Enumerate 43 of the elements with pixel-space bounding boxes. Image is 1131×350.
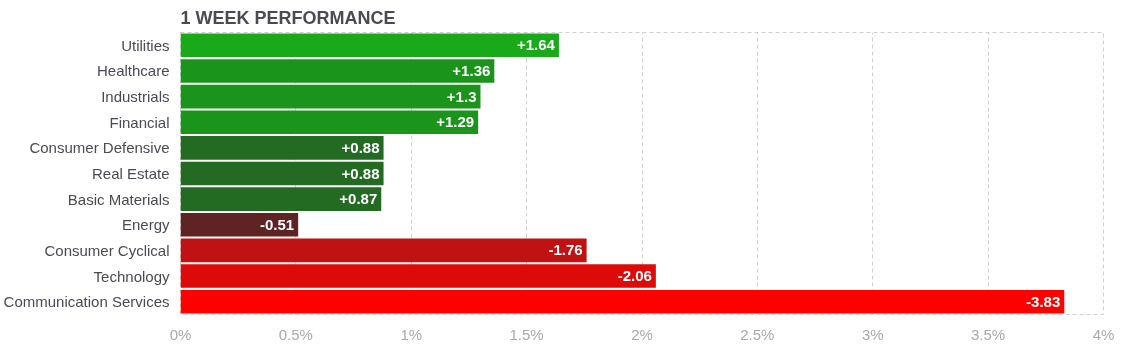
x-tick-label: 1.5%	[509, 325, 544, 343]
bar	[180, 187, 382, 211]
chart-title: 1 WEEK PERFORMANCE	[180, 7, 396, 28]
y-tick-label: Energy	[121, 216, 170, 234]
y-tick-label: Industrials	[101, 88, 170, 106]
x-tick-label: 4%	[1092, 325, 1115, 343]
bar	[180, 136, 384, 160]
bar	[180, 289, 1065, 314]
y-tick-label: Financial	[109, 113, 170, 131]
bar	[180, 161, 384, 186]
data-label: +0.88	[341, 138, 380, 156]
data-label: +1.64	[516, 36, 556, 54]
y-tick-label: Basic Materials	[67, 190, 170, 208]
data-label: -1.76	[548, 241, 583, 259]
y-tick-label: Consumer Defensive	[29, 139, 170, 157]
x-tick-label: 0%	[169, 325, 192, 343]
y-tick-label: Technology	[93, 267, 170, 285]
x-tick-label: 2%	[631, 325, 653, 343]
data-label: -2.06	[617, 267, 652, 285]
x-tick-label: 0.5%	[278, 325, 313, 343]
y-tick-label: Healthcare	[96, 62, 170, 80]
data-label: +1.3	[446, 87, 477, 105]
bar	[180, 33, 559, 58]
bar	[180, 238, 587, 263]
bar	[180, 264, 656, 288]
bar	[180, 84, 481, 109]
bar	[180, 59, 495, 83]
x-tick-label: 3.5%	[971, 325, 1006, 343]
bar	[180, 212, 299, 237]
y-tick-label: Consumer Cyclical	[44, 241, 170, 259]
x-tick-label: 1%	[400, 325, 423, 343]
data-label: -3.83	[1026, 292, 1061, 310]
y-tick-label: Communication Services	[3, 293, 170, 311]
data-label: +1.29	[436, 113, 475, 131]
x-tick-label: 2.5%	[740, 325, 775, 343]
bar	[180, 110, 479, 135]
data-label: +0.88	[341, 164, 380, 182]
y-tick-label: Real Estate	[91, 165, 170, 182]
x-tick-label: 3%	[861, 325, 884, 343]
y-tick-label: Utilities	[121, 36, 170, 54]
data-label: +1.36	[452, 61, 491, 79]
data-label: -0.51	[259, 215, 295, 233]
data-label: +0.87	[339, 190, 378, 208]
